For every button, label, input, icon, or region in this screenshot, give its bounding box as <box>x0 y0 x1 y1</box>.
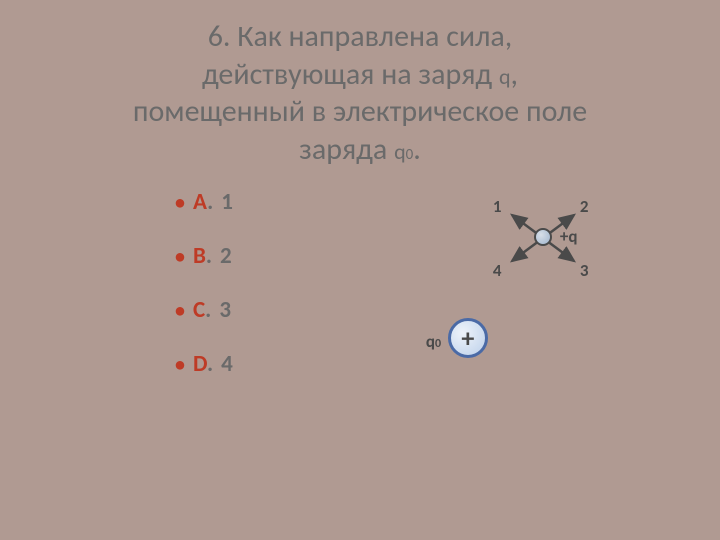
option-a[interactable]: • А. 1 <box>175 188 233 216</box>
question-number: 6. <box>208 18 231 55</box>
title-period: . <box>413 131 421 168</box>
charge-q-circle <box>534 228 552 246</box>
bullet-icon: • <box>175 245 185 269</box>
arrow-group: 1 2 3 4 +q <box>498 198 598 293</box>
charge-q0-circle: + <box>448 318 488 358</box>
option-value: 3 <box>219 296 231 324</box>
title-line2: действующая на заряд <box>202 56 492 93</box>
bullet-icon: • <box>175 299 185 323</box>
title-line4: заряда <box>299 131 387 168</box>
option-d[interactable]: • D. 4 <box>175 350 233 378</box>
plus-sign: + <box>461 322 474 354</box>
option-value: 1 <box>221 188 233 216</box>
direction-label-3: 3 <box>580 260 589 281</box>
title-q0: q <box>394 138 406 165</box>
option-letter: С. <box>193 296 211 324</box>
bullet-icon: • <box>175 353 185 377</box>
title-line1: Как направлена сила, <box>237 18 512 55</box>
charge-q-label: +q <box>560 226 578 247</box>
options-list: • А. 1 • В. 2 • С. 3 • D. 4 <box>0 180 233 410</box>
option-value: 2 <box>220 242 232 270</box>
option-value: 4 <box>221 350 233 378</box>
option-letter: D. <box>193 350 213 378</box>
content-area: • А. 1 • В. 2 • С. 3 • D. 4 <box>0 168 720 410</box>
option-b[interactable]: • В. 2 <box>175 242 233 270</box>
direction-label-2: 2 <box>580 196 589 217</box>
charge-q0-label: q0 <box>426 331 441 352</box>
direction-label-1: 1 <box>493 196 502 217</box>
question-title: 6. Как направлена сила, действующая на з… <box>0 0 720 168</box>
direction-label-4: 4 <box>493 260 502 281</box>
option-letter: А. <box>193 188 213 216</box>
bullet-icon: • <box>175 191 185 215</box>
title-comma: , <box>511 56 519 93</box>
option-letter: В. <box>193 242 212 270</box>
option-c[interactable]: • С. 3 <box>175 296 233 324</box>
title-line3: помещенный в электрическое поле <box>133 93 587 130</box>
title-q: q <box>499 63 511 90</box>
diagram: 1 2 3 4 +q q0 + <box>368 190 588 410</box>
